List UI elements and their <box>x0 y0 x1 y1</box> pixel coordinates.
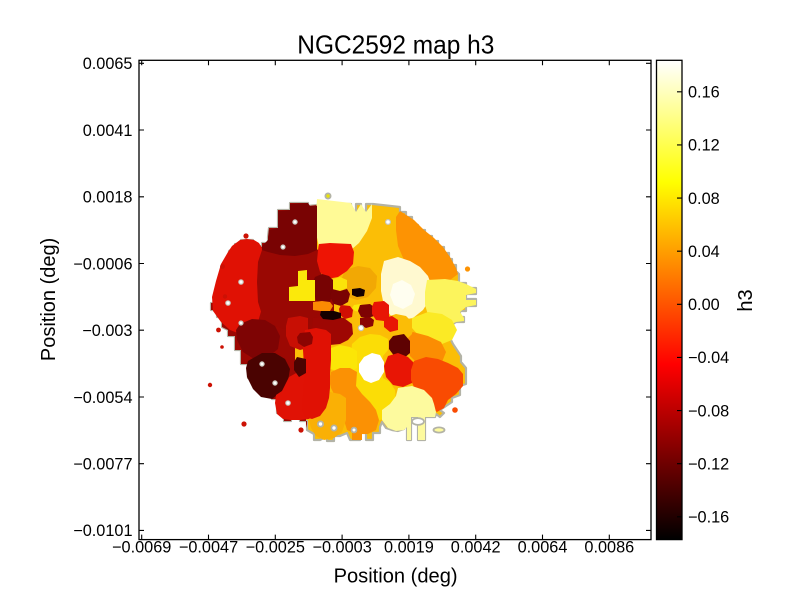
svg-text:−0.0006: −0.0006 <box>73 255 132 273</box>
svg-text:Position (deg): Position (deg) <box>334 566 458 588</box>
svg-text:0.0019: 0.0019 <box>384 538 434 556</box>
svg-text:−0.0077: −0.0077 <box>73 456 132 474</box>
svg-text:0.08: 0.08 <box>688 190 720 208</box>
svg-text:0.0064: 0.0064 <box>518 538 568 556</box>
svg-text:−0.0069: −0.0069 <box>112 538 171 556</box>
svg-text:−0.12: −0.12 <box>688 456 729 474</box>
svg-text:0.04: 0.04 <box>688 243 720 261</box>
svg-text:−0.08: −0.08 <box>688 402 729 420</box>
svg-text:0.0018: 0.0018 <box>83 189 133 207</box>
svg-text:−0.0025: −0.0025 <box>246 538 305 556</box>
svg-text:0.0065: 0.0065 <box>83 55 133 73</box>
svg-text:0.00: 0.00 <box>688 296 720 314</box>
svg-text:−0.04: −0.04 <box>688 349 729 367</box>
svg-text:−0.0047: −0.0047 <box>179 538 238 556</box>
svg-text:0.16: 0.16 <box>688 84 720 102</box>
svg-text:0.0042: 0.0042 <box>451 538 501 556</box>
svg-text:−0.0003: −0.0003 <box>312 538 371 556</box>
svg-text:−0.0101: −0.0101 <box>73 522 132 540</box>
svg-text:−0.003: −0.003 <box>82 322 132 340</box>
svg-text:0.0041: 0.0041 <box>83 122 133 140</box>
svg-text:−0.16: −0.16 <box>688 509 729 527</box>
svg-text:0.12: 0.12 <box>688 137 720 155</box>
svg-text:NGC2592 map h3: NGC2592 map h3 <box>297 30 494 60</box>
svg-text:0.0086: 0.0086 <box>584 538 634 556</box>
svg-text:−0.0054: −0.0054 <box>73 389 132 407</box>
svg-text:Position (deg): Position (deg) <box>38 238 60 361</box>
svg-text:h3: h3 <box>735 289 757 311</box>
